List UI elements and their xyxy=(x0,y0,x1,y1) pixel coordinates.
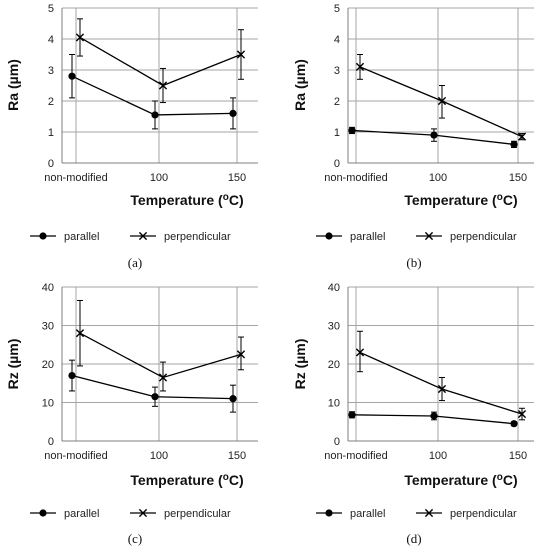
series-line-perpendicular xyxy=(79,36,242,87)
legend-label-perpendicular: perpendicular xyxy=(450,231,517,243)
legend-label-perpendicular: perpendicular xyxy=(450,508,517,520)
series-line-parallel xyxy=(71,75,234,116)
legend-marker-parallel xyxy=(325,232,333,240)
data-point-perpendicular xyxy=(236,50,246,59)
y-tick-label: 30 xyxy=(42,321,54,333)
panel-caption: (d) xyxy=(406,531,421,546)
y-tick-label: 4 xyxy=(48,34,54,46)
y-tick-label: 0 xyxy=(48,158,54,170)
data-point-parallel xyxy=(68,371,76,380)
legend-label-parallel: parallel xyxy=(350,231,385,243)
legend: parallel perpendicular xyxy=(30,231,231,243)
panel-caption: (a) xyxy=(128,255,142,270)
data-point-parallel xyxy=(430,412,438,420)
data-point-parallel xyxy=(510,140,518,148)
x-tick-label: non-modified xyxy=(324,450,388,462)
x-tick-label: 100 xyxy=(429,172,447,184)
y-axis-title: Ra (µm) xyxy=(292,59,308,111)
x-axis-title: Temperature (oC) xyxy=(404,472,517,488)
x-tick-label: 100 xyxy=(429,450,447,462)
y-tick-label: 1 xyxy=(48,127,54,139)
y-tick-label: 10 xyxy=(42,398,54,410)
legend-marker-parallel xyxy=(325,509,333,517)
data-point-perpendicular xyxy=(75,33,85,42)
x-tick-label: 150 xyxy=(509,450,527,462)
y-tick-label: 10 xyxy=(328,398,340,410)
data-point-parallel xyxy=(151,111,159,119)
y-tick-label: 40 xyxy=(328,282,340,294)
data-point-perpendicular xyxy=(236,350,246,359)
legend: parallel perpendicular xyxy=(30,508,231,520)
x-axis-title: Temperature (oC) xyxy=(404,192,517,208)
chart-panel-a: 0 1 2 3 4 5 non-modified 100 150 Ra (µm) Temperatu… xyxy=(5,3,258,270)
legend: parallel perpendicular xyxy=(316,508,517,520)
panel-caption: (b) xyxy=(406,255,421,270)
y-tick-label: 2 xyxy=(334,96,340,108)
legend-label-parallel: parallel xyxy=(64,231,99,243)
series-line-perpendicular xyxy=(359,351,523,415)
x-axis-title: Temperature (oC) xyxy=(130,472,243,488)
legend-label-perpendicular: perpendicular xyxy=(164,231,231,243)
y-tick-label: 0 xyxy=(334,436,340,448)
x-axis-title: Temperature (oC) xyxy=(130,192,243,208)
y-axis-title: Ra (µm) xyxy=(5,59,21,111)
legend-marker-perpendicular xyxy=(424,508,434,518)
data-point-perpendicular xyxy=(517,132,527,141)
x-tick-label: non-modified xyxy=(44,172,108,184)
data-point-parallel xyxy=(348,126,356,135)
data-point-perpendicular xyxy=(158,373,168,382)
x-tick-label: non-modified xyxy=(44,450,108,462)
data-point-perpendicular xyxy=(158,81,168,90)
x-tick-label: non-modified xyxy=(324,172,388,184)
y-tick-label: 1 xyxy=(334,127,340,139)
data-point-perpendicular xyxy=(437,384,447,394)
data-point-parallel xyxy=(68,72,76,80)
y-tick-label: 40 xyxy=(42,282,54,294)
y-tick-label: 5 xyxy=(334,3,340,15)
y-tick-label: 30 xyxy=(328,321,340,333)
legend-label-perpendicular: perpendicular xyxy=(164,508,231,520)
data-point-parallel xyxy=(229,395,237,403)
data-point-perpendicular xyxy=(75,329,85,338)
data-point-perpendicular xyxy=(355,348,365,357)
data-point-perpendicular xyxy=(517,409,527,419)
y-tick-label: 2 xyxy=(48,96,54,108)
panel-caption: (c) xyxy=(128,531,142,546)
legend-label-parallel: parallel xyxy=(350,508,385,520)
y-tick-label: 0 xyxy=(334,158,340,170)
x-tick-label: 100 xyxy=(150,450,168,462)
data-point-parallel xyxy=(510,420,518,428)
legend-marker-perpendicular xyxy=(138,508,148,518)
x-tick-label: 150 xyxy=(228,172,246,184)
chart-panel-c: 0 10 20 30 40 non-modified 100 150 Rz (µm) Temper… xyxy=(5,282,258,546)
legend-marker-parallel xyxy=(39,509,47,517)
data-point-parallel xyxy=(430,131,438,139)
legend-marker-perpendicular xyxy=(424,231,434,241)
y-tick-label: 20 xyxy=(328,359,340,371)
y-axis-title: Rz (µm) xyxy=(5,339,21,390)
x-tick-label: 100 xyxy=(150,172,168,184)
series-line-perpendicular xyxy=(79,332,242,379)
y-tick-label: 3 xyxy=(334,65,340,77)
y-axis-title: Rz (µm) xyxy=(292,339,308,390)
data-point-parallel xyxy=(151,393,159,401)
data-point-perpendicular xyxy=(437,96,447,106)
legend: parallel perpendicular xyxy=(316,231,517,243)
data-point-parallel xyxy=(348,411,356,419)
data-point-parallel xyxy=(229,109,237,117)
y-tick-label: 4 xyxy=(334,34,340,46)
chart-panel-d: 0 10 20 30 40 non-modified 100 150 Rz (µm) Temper… xyxy=(292,282,534,546)
y-tick-label: 3 xyxy=(48,65,54,77)
legend-label-parallel: parallel xyxy=(64,508,99,520)
chart-panel-b: 0 1 2 3 4 5 non-modified 100 150 Ra (µm) Temperatu… xyxy=(292,3,534,270)
y-tick-label: 5 xyxy=(48,3,54,15)
legend-marker-parallel xyxy=(39,232,47,240)
y-tick-label: 20 xyxy=(42,359,54,371)
x-tick-label: 150 xyxy=(228,450,246,462)
y-tick-label: 0 xyxy=(48,436,54,448)
legend-marker-perpendicular xyxy=(138,231,148,241)
data-point-perpendicular xyxy=(355,62,365,71)
x-tick-label: 150 xyxy=(509,172,527,184)
